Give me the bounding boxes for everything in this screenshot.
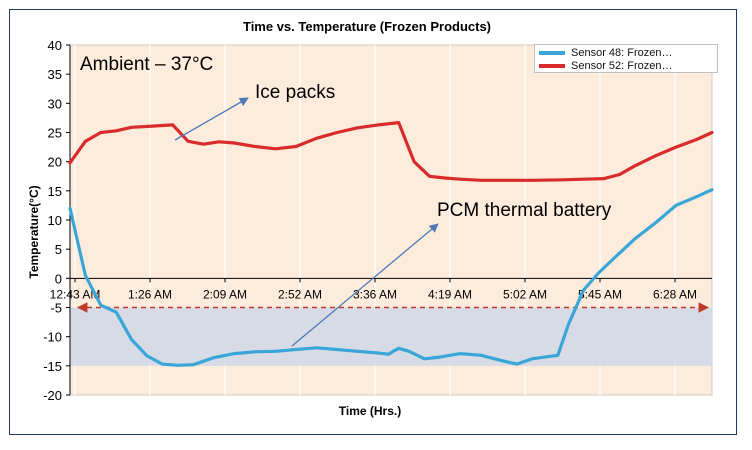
- y-tick-label: -20: [43, 388, 62, 403]
- x-tick-label: 12:43 AM: [50, 287, 101, 301]
- x-tick-label: 5:45 AM: [578, 287, 622, 301]
- y-tick-label: 30: [48, 96, 62, 111]
- x-tick-label: 4:19 AM: [428, 287, 472, 301]
- y-tick-label: 10: [48, 213, 62, 228]
- chart-legend: Sensor 48: Frozen… Sensor 52: Frozen…: [534, 44, 718, 73]
- x-tick-label: 5:02 AM: [503, 287, 547, 301]
- legend-label-sensor-48: Sensor 48: Frozen…: [571, 47, 673, 59]
- y-tick-label: 20: [48, 155, 62, 170]
- series-layer: [68, 120, 714, 367]
- ice-packs-arrow: [174, 97, 249, 141]
- y-tick-label: 40: [48, 38, 62, 53]
- y-tick-label: 0: [55, 271, 62, 286]
- y-tick-label: -5: [50, 301, 62, 316]
- legend-swatch-sensor-48: [539, 51, 565, 55]
- y-tick-label: 5: [55, 242, 62, 257]
- x-axis-label: Time (Hrs.): [339, 404, 401, 418]
- legend-label-sensor-52: Sensor 52: Frozen…: [571, 60, 673, 72]
- y-axis-label: Temperature(°C): [27, 185, 41, 278]
- y-tick-label: -10: [43, 330, 62, 345]
- x-tick-label: 2:52 AM: [278, 287, 322, 301]
- annotation-ambient: Ambient – 37°C: [80, 54, 213, 75]
- legend-swatch-sensor-52: [539, 64, 565, 68]
- y-tick-label: 15: [48, 184, 62, 199]
- annotation-ice-packs: Ice packs: [255, 82, 335, 103]
- series-line-sensor-48: [68, 188, 714, 367]
- x-tick-label: 6:28 AM: [653, 287, 697, 301]
- x-tick-labels: 12:43 AM 1:26 AM 2:09 AM 2:52 AM 3:36 AM 4:19…: [50, 278, 697, 301]
- y-tick-label: 25: [48, 126, 62, 141]
- y-tick-label: 35: [48, 67, 62, 82]
- x-tick-label: 1:26 AM: [128, 287, 172, 301]
- annotation-pcm-battery: PCM thermal battery: [437, 200, 612, 221]
- series-line-sensor-52: [68, 120, 714, 182]
- legend-item-sensor-52: Sensor 52: Frozen…: [539, 60, 713, 72]
- x-tick-label: 2:09 AM: [203, 287, 247, 301]
- frozen-range-band: [70, 307, 712, 366]
- y-tick-label: -15: [43, 359, 62, 374]
- pcm-battery-arrow: [291, 223, 439, 347]
- y-tick-labels: -20 -15 -10 -5 0 5 10 15 20 25 30 35 40: [43, 38, 70, 403]
- chart-title: Time vs. Temperature (Frozen Products): [243, 19, 491, 34]
- x-tick-label: 3:36 AM: [353, 287, 397, 301]
- legend-item-sensor-48: Sensor 48: Frozen…: [539, 47, 713, 59]
